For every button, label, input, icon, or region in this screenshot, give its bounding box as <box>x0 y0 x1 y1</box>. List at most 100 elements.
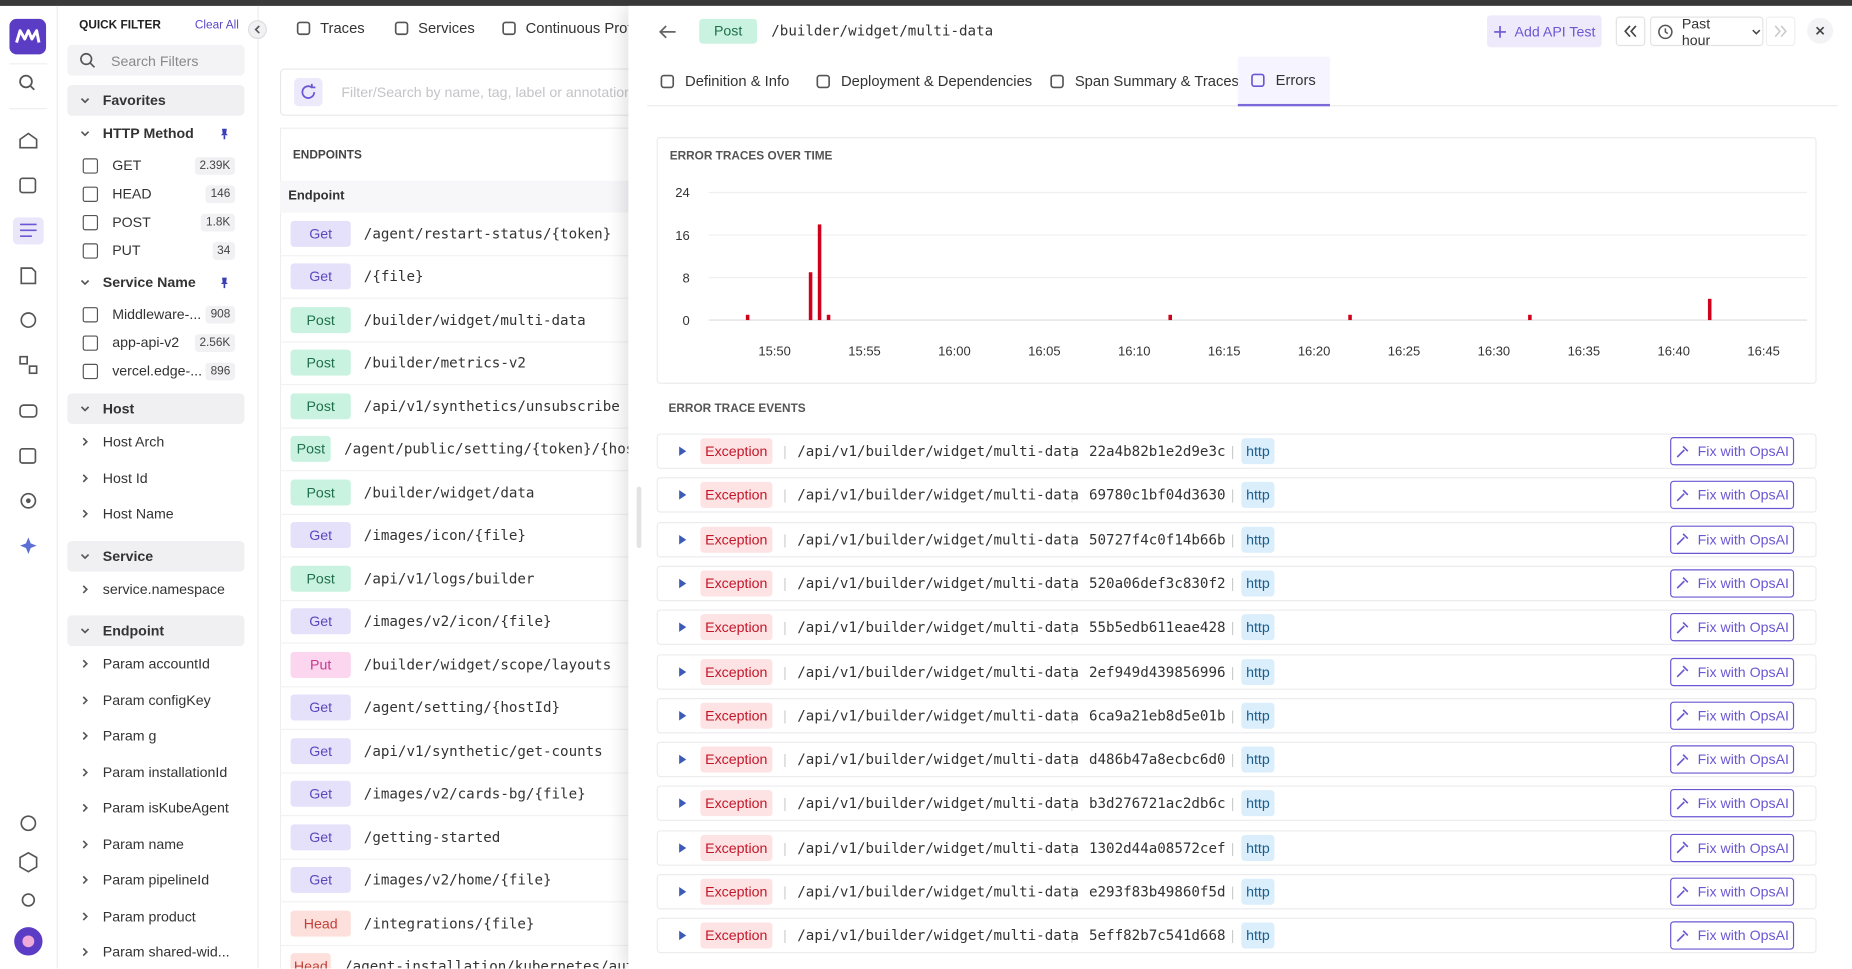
fix-button[interactable]: Fix with OpsAI <box>1670 613 1795 642</box>
nav-tab[interactable]: Services <box>393 20 475 37</box>
filter-option[interactable]: PUT 34 <box>67 236 244 264</box>
detail-tab[interactable]: Errors <box>1237 56 1330 107</box>
filter-item[interactable]: Param configKey <box>67 682 244 718</box>
nav-rail-icons[interactable] <box>0 0 57 969</box>
filter-subgroup-header[interactable]: HTTP Method <box>67 116 244 151</box>
endpoint-row[interactable]: Post/builder/widget/data <box>279 471 635 515</box>
checkbox[interactable] <box>82 186 99 202</box>
filter-option[interactable]: HEAD 146 <box>67 180 244 208</box>
fix-button[interactable]: Fix with OpsAI <box>1670 789 1795 818</box>
filter-option[interactable]: GET 2.39K <box>67 151 244 179</box>
filter-option[interactable]: vercel.edge-... 896 <box>67 357 244 385</box>
fix-button[interactable]: Fix with OpsAI <box>1670 745 1795 774</box>
event-row[interactable]: Exception | | |/api/v1/builder/widget/multi… <box>656 741 1817 778</box>
fix-button[interactable]: Fix with OpsAI <box>1670 481 1795 510</box>
filter-item[interactable]: Param g <box>67 718 244 754</box>
event-row[interactable]: Exception | | |/api/v1/builder/widget/multi… <box>656 477 1817 513</box>
fix-button[interactable]: Fix with OpsAI <box>1670 437 1795 466</box>
filter-option[interactable]: POST 1.8K <box>67 208 244 236</box>
checkbox[interactable] <box>82 214 99 230</box>
next-range-button[interactable] <box>1765 16 1796 47</box>
endpoint-row[interactable]: Get/images/v2/home/{file} <box>279 859 635 903</box>
endpoint-row[interactable]: Get/api/v1/synthetic/get-counts <box>279 730 635 774</box>
checkbox[interactable] <box>82 306 99 322</box>
filter-item[interactable]: Param accountId <box>67 646 244 682</box>
filter-option[interactable]: app-api-v2 2.56K <box>67 328 244 356</box>
detail-tab[interactable]: Deployment & Dependencies <box>803 57 1046 107</box>
checkbox[interactable] <box>82 242 99 259</box>
checkbox[interactable] <box>82 157 99 174</box>
drag-handle[interactable] <box>636 486 642 549</box>
protocol: http <box>1241 614 1275 641</box>
event-row[interactable]: Exception | | |/api/v1/builder/widget/multi… <box>656 697 1817 734</box>
fix-button[interactable]: Fix with OpsAI <box>1670 657 1795 686</box>
collapse-button[interactable] <box>248 20 267 39</box>
prev-range-button[interactable] <box>1615 16 1646 47</box>
fix-button[interactable]: Fix with OpsAI <box>1670 877 1795 906</box>
endpoint-row[interactable]: Head/integrations/{file} <box>279 902 635 946</box>
endpoint-row[interactable]: Get/images/v2/icon/{file} <box>279 601 635 644</box>
checkbox[interactable] <box>82 363 99 379</box>
filter-item[interactable]: Host Id <box>67 460 244 496</box>
event-row[interactable]: Exception | | |/api/v1/builder/widget/multi… <box>656 433 1817 469</box>
fix-button[interactable]: Fix with OpsAI <box>1670 525 1795 554</box>
filter-item[interactable]: Param name <box>67 826 244 862</box>
fix-button[interactable]: Fix with OpsAI <box>1670 921 1795 950</box>
endpoint-row[interactable]: Get/getting-started <box>279 816 635 860</box>
endpoint-row[interactable]: Get/agent/restart-status/{token} <box>279 213 635 256</box>
event-row[interactable]: Exception | | |/api/v1/builder/widget/multi… <box>656 609 1817 646</box>
nav-tab[interactable]: Traces <box>295 20 365 37</box>
add-api-test-button[interactable]: Add API Test <box>1487 15 1602 48</box>
time-range-select[interactable]: Past hour <box>1650 15 1764 48</box>
filter-search[interactable] <box>67 44 245 76</box>
event-row[interactable]: Exception | | |/api/v1/builder/widget/multi… <box>656 565 1817 602</box>
filter-item[interactable]: Param shared-wid... <box>67 934 244 968</box>
clear-all[interactable]: Clear All <box>194 18 239 32</box>
filter-item[interactable]: Host Arch <box>67 424 244 460</box>
nav-tab[interactable]: Continuous Profiling <box>501 20 658 37</box>
endpoint-row[interactable]: Head/agent-installation/kubernetes/aut <box>280 945 634 969</box>
fix-button[interactable]: Fix with OpsAI <box>1670 701 1795 730</box>
endpoint-row[interactable]: Get/agent/setting/{hostId} <box>279 687 635 730</box>
filter-item[interactable]: Param isKubeAgent <box>67 790 244 826</box>
filter-groups: Favorites HTTP Method GET 2.39K HEAD 146 POST 1… <box>67 85 245 968</box>
detail-path: /builder/widget/multi-data <box>771 22 994 39</box>
endpoint-row[interactable]: Post/builder/metrics-v2 <box>279 342 635 386</box>
refresh-button[interactable] <box>294 77 323 107</box>
event-row[interactable]: Exception | | |/api/v1/builder/widget/multi… <box>656 918 1817 954</box>
separator: | <box>1070 927 1074 945</box>
option-count: 34 <box>212 241 236 260</box>
fix-icon <box>1676 709 1689 722</box>
fix-button[interactable]: Fix with OpsAI <box>1670 569 1795 598</box>
filter-item[interactable]: Param product <box>67 898 244 934</box>
event-row[interactable]: Exception | | |/api/v1/builder/widget/multi… <box>656 829 1817 866</box>
filter-group-header[interactable]: Favorites <box>67 85 245 116</box>
endpoint-row[interactable]: Post/api/v1/synthetics/unsubscribe <box>279 385 635 429</box>
detail-tab[interactable]: Definition & Info <box>647 57 803 107</box>
event-row[interactable]: Exception | | |/api/v1/builder/widget/multi… <box>656 785 1817 822</box>
filter-group-header[interactable]: Endpoint <box>67 615 245 647</box>
event-row[interactable]: Exception | | |/api/v1/builder/widget/multi… <box>656 653 1817 690</box>
filter-group-header[interactable]: Service <box>67 540 245 572</box>
filter-item[interactable]: Param pipelineId <box>67 862 244 898</box>
endpoint-row[interactable]: Get/images/icon/{file} <box>279 514 635 558</box>
checkbox[interactable] <box>82 334 99 351</box>
filter-group-header[interactable]: Host <box>67 393 245 425</box>
endpoint-row[interactable]: Put/builder/widget/scope/layouts <box>279 644 635 687</box>
back-button[interactable] <box>657 21 678 42</box>
filter-subgroup-header[interactable]: Service Name <box>67 265 244 300</box>
filter-item[interactable]: Param installationId <box>67 754 244 790</box>
endpoint-row[interactable]: Get/images/v2/cards-bg/{file} <box>279 773 635 817</box>
endpoint-row[interactable]: Post/builder/widget/multi-data <box>279 299 635 342</box>
event-row[interactable]: Exception | | |/api/v1/builder/widget/multi… <box>656 521 1817 558</box>
endpoint-row[interactable]: Post/agent/public/setting/{token}/{hos <box>279 428 635 472</box>
filter-option[interactable]: Middleware-... 908 <box>67 300 244 328</box>
filter-item[interactable]: Host Name <box>67 496 244 532</box>
endpoint-row[interactable]: Post/api/v1/logs/builder <box>279 557 635 601</box>
endpoint-row[interactable]: Get /{file} <box>279 256 635 299</box>
detail-tab[interactable]: Span Summary & Traces <box>1037 57 1253 107</box>
fix-button[interactable]: Fix with OpsAI <box>1670 833 1795 862</box>
event-row[interactable]: Exception | | |/api/v1/builder/widget/multi… <box>656 874 1817 910</box>
filter-item[interactable]: service.namespace <box>67 571 244 607</box>
close-button[interactable] <box>1807 17 1834 44</box>
